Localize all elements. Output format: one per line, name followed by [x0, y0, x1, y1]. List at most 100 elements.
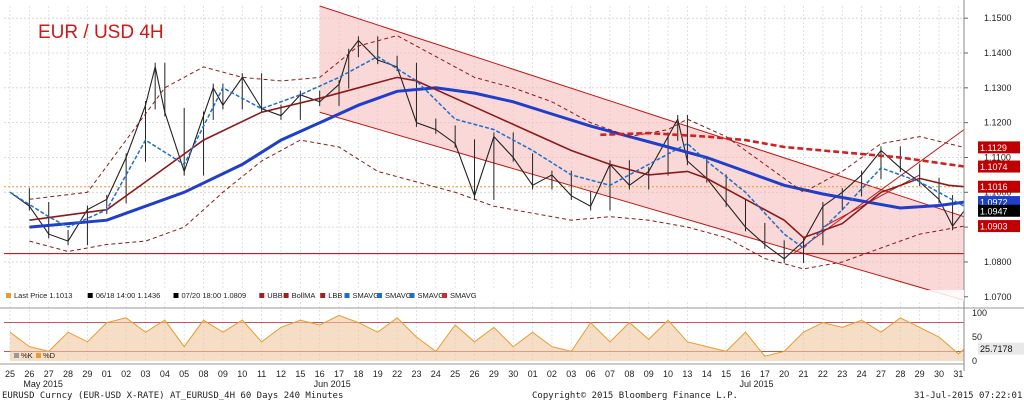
price-label-box — [978, 180, 1020, 193]
x-tick-label: 13 — [682, 369, 692, 379]
x-tick-label: 18 — [353, 369, 363, 379]
price-tick-label: 1.0800 — [984, 257, 1012, 267]
legend-swatch — [173, 293, 179, 298]
x-tick-label: 28 — [895, 369, 905, 379]
legend-swatch — [283, 293, 289, 298]
x-tick-label: 22 — [392, 369, 402, 379]
price-label: 1.1074 — [980, 162, 1008, 172]
series-line — [29, 35, 965, 200]
osc-legend-swatch — [36, 353, 41, 358]
legend-label: Last Price 1.1013 — [14, 291, 72, 300]
x-tick-label: 02 — [121, 369, 131, 379]
price-line — [9, 39, 965, 260]
legend-label: 07/20 18:00 1.0809 — [182, 291, 247, 300]
x-tick-label: 12 — [276, 369, 286, 379]
footer-center: Copyright© 2015 Bloomberg Finance L.P. — [532, 391, 738, 401]
footer-left: EURUSD Curncy (EUR-USD X-RATE) AT_EURUSD… — [2, 391, 343, 401]
osc-tick-label: 100 — [972, 308, 987, 318]
x-tick-label: 19 — [373, 369, 383, 379]
x-tick-label: 11 — [257, 369, 266, 379]
price-label-box — [978, 204, 1020, 217]
legend-label: SMAVG — [418, 291, 445, 300]
price-label: 1.0903 — [980, 222, 1008, 232]
price-label-box — [978, 160, 1020, 173]
osc-legend-swatch — [14, 353, 19, 358]
legend-label: LBB — [328, 291, 342, 300]
x-month-label: Jun 2015 — [314, 379, 351, 389]
legend-label: UBB — [267, 291, 282, 300]
series-line — [29, 76, 965, 239]
x-tick-label: 17 — [334, 369, 344, 379]
price-label-box — [978, 220, 1020, 233]
oscillator: 0 50 100 25.7178 %K %D — [0, 307, 1024, 366]
x-tick-label: 29 — [489, 369, 499, 379]
osc-tick-label: 0 — [972, 356, 977, 366]
legend-swatch — [344, 293, 350, 298]
x-tick-label: 25 — [5, 369, 15, 379]
chart-title: EUR / USD 4H — [38, 22, 164, 43]
osc-tick-label: 50 — [972, 332, 982, 342]
x-tick-label: 08 — [199, 369, 209, 379]
price-label-box — [978, 141, 1020, 154]
price-tick-label: 1.1500 — [984, 13, 1012, 23]
x-tick-label: 16 — [315, 369, 325, 379]
x-tick-label: 06 — [586, 369, 596, 379]
x-tick-label: 24 — [857, 369, 867, 379]
footer: EURUSD Curncy (EUR-USD X-RATE) AT_EURUSD… — [2, 391, 1022, 401]
series-line — [9, 55, 965, 249]
x-tick-label: 03 — [140, 369, 150, 379]
x-tick-label: 01 — [528, 369, 538, 379]
price-tick-label: 1.0700 — [984, 292, 1012, 302]
x-tick-label: 27 — [44, 369, 54, 379]
x-tick-label: 05 — [179, 369, 189, 379]
legend-swatch — [320, 293, 326, 298]
price-label: 1.1129 — [980, 143, 1007, 153]
osc-legend-label: %K — [21, 351, 33, 360]
x-tick-label: 08 — [624, 369, 634, 379]
x-tick-label: 03 — [566, 369, 576, 379]
legend-swatch — [6, 293, 11, 298]
osc-value-label: 25.7178 — [980, 344, 1013, 354]
x-tick-label: 23 — [411, 369, 421, 379]
falling-channel-lower — [319, 111, 965, 301]
x-tick-label: 16 — [740, 369, 750, 379]
price-label: 1.0972 — [980, 198, 1008, 208]
series-line — [600, 131, 965, 168]
legend-swatch — [87, 293, 93, 298]
x-tick-label: 26 — [24, 369, 34, 379]
x-tick-label: 07 — [605, 369, 615, 379]
x-tick-label: 15 — [721, 369, 731, 379]
x-tick-label: 24 — [431, 369, 441, 379]
legend-bg — [0, 290, 964, 301]
x-tick-label: 23 — [837, 369, 847, 379]
axes: 1.07001.08001.09001.10001.11001.12001.13… — [0, 0, 1020, 389]
x-tick-label: 26 — [470, 369, 480, 379]
legend-swatch — [377, 293, 382, 298]
osc-legend-label: %D — [43, 351, 56, 360]
x-tick-label: 15 — [295, 369, 305, 379]
price-tick-label: 1.1400 — [984, 48, 1012, 58]
price-tick-label: 1.1100 — [984, 152, 1011, 162]
x-tick-label: 10 — [237, 369, 247, 379]
x-tick-label: 29 — [915, 369, 925, 379]
x-tick-label: 10 — [663, 369, 673, 379]
x-tick-label: 09 — [218, 369, 228, 379]
price-tick-label: 1.1300 — [984, 83, 1012, 93]
x-tick-label: 25 — [450, 369, 460, 379]
legend-label: SMAVG — [385, 291, 412, 300]
legend-swatch — [442, 293, 447, 298]
x-month-label: Jul 2015 — [739, 379, 773, 389]
osc-value-box — [978, 342, 1024, 355]
x-tick-label: 20 — [779, 369, 789, 379]
legend-swatch — [259, 293, 265, 298]
legend-label: BollMA — [292, 291, 316, 300]
price-label: 1.0947 — [980, 206, 1008, 216]
price-tick-label: 1.1200 — [984, 118, 1012, 128]
x-tick-label: 27 — [876, 369, 886, 379]
x-tick-label: 04 — [160, 369, 170, 379]
x-tick-label: 28 — [63, 369, 73, 379]
x-tick-label: 30 — [508, 369, 518, 379]
legend-label: SMAVG — [450, 291, 477, 300]
x-tick-label: 09 — [644, 369, 654, 379]
x-tick-label: 17 — [760, 369, 770, 379]
